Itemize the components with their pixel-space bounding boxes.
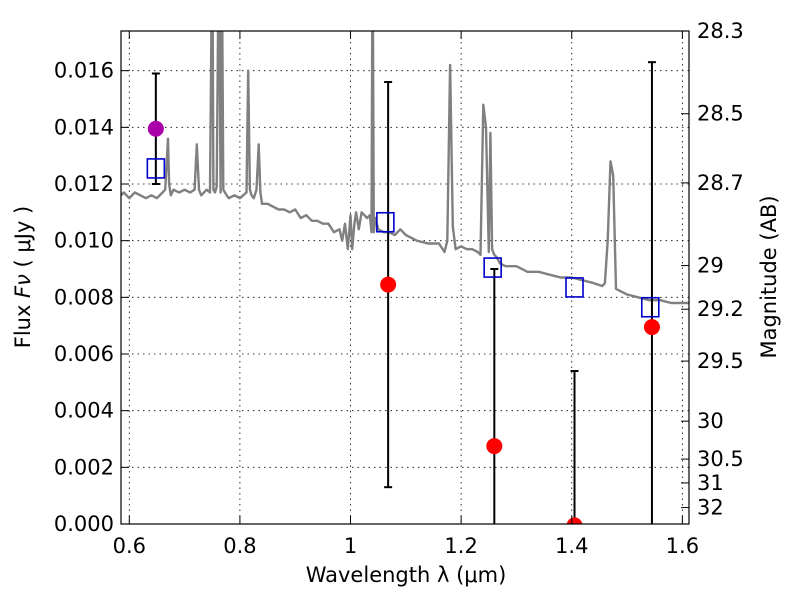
y-axis-label-symbol: Fν: [11, 274, 35, 298]
y-tick-label: 0.008: [54, 285, 114, 309]
model-photometry-point: [376, 211, 395, 233]
observed-flux-point: [486, 438, 503, 455]
y-tick-label: 0.010: [54, 229, 114, 253]
observed-flux-point: [643, 319, 660, 336]
mag-tick-label: 30.5: [697, 447, 744, 471]
y-tick-label: 0.006: [54, 342, 114, 366]
mag-tick-label: 28.3: [697, 19, 744, 43]
mag-tick-label: 29: [697, 254, 724, 278]
y-axis-label: Flux Fν ( μJy ): [11, 206, 35, 349]
mag-tick-label: 30: [697, 409, 724, 433]
y-tick-label: 0.000: [54, 512, 114, 536]
y-tick-label: 0.004: [54, 399, 114, 423]
error-bars: [151, 61, 656, 524]
x-axis-label: Wavelength λ (μm): [306, 563, 507, 587]
mag-tick-label: 29.2: [697, 297, 744, 321]
mag-tick-label: 28.5: [697, 102, 744, 126]
y-tick-label: 0.014: [54, 115, 114, 139]
mag-tick-label: 31: [697, 471, 724, 495]
x-tick-label: 1.6: [666, 534, 699, 558]
y-tick-label: 0.016: [54, 59, 114, 83]
plot-frame: [120, 30, 690, 525]
model-photometry-markers: [146, 158, 660, 318]
mag-tick-label: 32: [697, 496, 724, 520]
axis-ticks: 0.6 0.8 1 1.2 1.4 1.6 0.000 0.002 0.004 0.006 0.00…: [54, 19, 744, 558]
y-tick-label: 0.012: [54, 172, 114, 196]
observed-flux-markers: [147, 120, 660, 524]
model-spectrum-line: [121, 31, 689, 305]
x-tick-label: 1.4: [555, 534, 588, 558]
y-axis-label-prefix: Flux: [11, 298, 35, 348]
x-tick-label: 1: [344, 534, 357, 558]
x-tick-label: 0.6: [113, 534, 146, 558]
observed-flux-point: [566, 517, 583, 524]
model-photometry-point: [565, 277, 584, 298]
mag-tick-label: 29.5: [697, 349, 744, 373]
mag-tick-label: 28.7: [697, 171, 744, 195]
y-tick-label: 0.002: [54, 455, 114, 479]
right-axis-label: Magnitude (AB): [757, 195, 781, 358]
model-photometry-point: [483, 257, 502, 278]
model-photometry-point: [640, 296, 660, 318]
y-axis-label-suffix: ( μJy ): [11, 206, 35, 274]
observed-flux-point: [380, 276, 397, 293]
x-tick-label: 1.2: [444, 534, 477, 558]
x-tick-label: 0.8: [223, 534, 256, 558]
model-photometry-point: [146, 158, 166, 179]
observed-flux-point: [147, 120, 164, 137]
grid-lines: [121, 31, 689, 525]
